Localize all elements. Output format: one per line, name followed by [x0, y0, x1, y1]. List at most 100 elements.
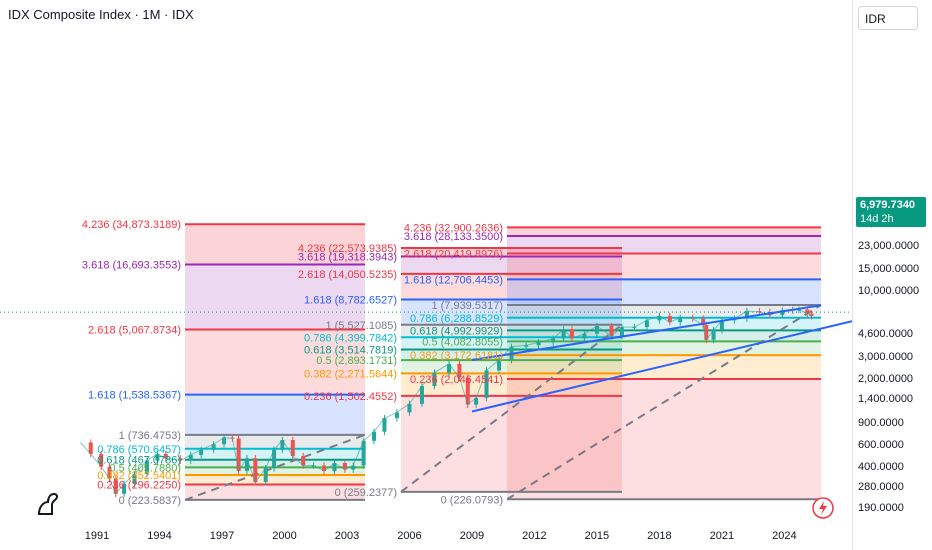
- y-tick-label: 190.0000: [858, 501, 904, 514]
- fib-level-label: 1.618 (1,538.5367): [88, 390, 181, 402]
- candle-body: [711, 330, 716, 340]
- candle-body: [301, 455, 306, 466]
- candle-body: [342, 462, 347, 470]
- y-tick-label: 400.0000: [858, 461, 904, 474]
- fib-zone: [185, 264, 365, 330]
- fib-level-label: 4.236 (22,573.9385): [298, 243, 397, 255]
- candle-body: [236, 438, 241, 471]
- candle-body: [88, 442, 93, 454]
- y-tick-label: 600.0000: [858, 439, 904, 452]
- candle-body: [780, 310, 785, 316]
- y-tick-label: 23,000.0000: [858, 239, 920, 252]
- fib-level-label: 4.236 (32,900.2636): [404, 222, 503, 234]
- upper-trendline: [471, 304, 822, 362]
- tradingview-logo-icon[interactable]: [36, 490, 62, 516]
- x-tick-label: 2018: [647, 530, 672, 542]
- fib-level-label: 3.618 (28,133.3500): [404, 231, 503, 243]
- fib-zone: [507, 379, 821, 500]
- x-tick-label: 1997: [209, 530, 235, 542]
- candle-body: [122, 483, 127, 494]
- y-tick-label: 280.0000: [858, 480, 904, 493]
- fib-trend-diagonal: [400, 324, 623, 493]
- fib-level-label: 1 (7,939.5317): [431, 300, 503, 312]
- fib-level-label: 0.618 (3,514.7819): [304, 345, 397, 357]
- candle-body: [569, 329, 574, 339]
- y-tick-label: 10,000.0000: [858, 285, 920, 298]
- price-chart[interactable]: 4.236 (34,873.3189) 3.618 (16,693.3553) 2.…: [0, 0, 852, 525]
- fib-level-label: 3.618 (16,693.3553): [82, 259, 181, 271]
- x-tick-label: 2012: [522, 530, 547, 542]
- x-tick-label: 2003: [334, 530, 360, 542]
- y-tick-label: 2,000.0000: [858, 373, 914, 386]
- candle-body: [322, 465, 327, 471]
- candle-body: [582, 333, 587, 339]
- x-tick-label: 1994: [147, 530, 172, 542]
- candle-body: [263, 468, 268, 483]
- fib-level-label: 0.382 (3,172.6181): [410, 350, 503, 362]
- y-tick-label: 3,000.0000: [858, 351, 914, 364]
- fib-level-label: 0.236 (296.2250): [97, 480, 181, 492]
- fib-zone: [401, 299, 622, 325]
- fib-level-label: 2.618 (14,050.5235): [298, 269, 397, 281]
- fib-trend-diagonal: [506, 304, 822, 501]
- candle-body: [382, 418, 387, 432]
- fib-zone: [185, 224, 365, 265]
- candle-body: [704, 325, 709, 340]
- fib-level-label: 0.618 (4,992.9929): [410, 325, 503, 337]
- x-tick-label: 2009: [459, 530, 485, 542]
- fib-level-label: 0.236 (1,502.4552): [304, 391, 397, 403]
- x-tick-label: 2021: [709, 530, 735, 542]
- fib-zone: [401, 247, 622, 257]
- fib-zone: [185, 484, 365, 500]
- x-tick-label: 2006: [397, 530, 422, 542]
- y-tick-label: 15,000.0000: [858, 263, 920, 276]
- fib-level-label: 0 (223.5837): [119, 495, 181, 507]
- candle-body: [719, 320, 724, 331]
- candle-body: [805, 309, 810, 314]
- candle-body: [744, 311, 749, 319]
- y-tick-label: 4,600.0000: [858, 327, 914, 340]
- candle-body: [432, 372, 437, 387]
- last-price-value: 6,979.7340: [860, 199, 916, 211]
- candle-body: [678, 317, 683, 323]
- candle-body: [290, 440, 295, 456]
- fib-zone: [401, 256, 622, 274]
- x-tick-label: 1991: [84, 530, 110, 542]
- fib-level-label: 0.5 (4,082.8055): [422, 336, 503, 348]
- candle-body: [211, 444, 216, 450]
- fib-level-label: 0.236 (2,046.4541): [410, 374, 503, 386]
- fib-trend-diagonal: [184, 433, 366, 501]
- candle-body: [644, 320, 649, 328]
- candle-body: [536, 342, 541, 346]
- candle-body: [351, 465, 356, 470]
- currency-selector[interactable]: IDR: [858, 6, 918, 30]
- candle-body: [144, 460, 149, 474]
- support-trendline: [471, 320, 852, 413]
- candle-body: [113, 478, 118, 494]
- candle-body: [465, 377, 470, 405]
- fib-zone: [507, 235, 821, 254]
- candle-body: [253, 458, 258, 483]
- candle-body: [188, 454, 193, 461]
- fib-level-label: 4.236 (34,873.3189): [82, 219, 181, 231]
- candle-body: [155, 453, 160, 461]
- fib-zone: [185, 394, 365, 435]
- candle-body: [244, 458, 249, 471]
- lightning-icon[interactable]: [812, 497, 834, 519]
- last-price-badge: 6,979.7340 14d 2h: [856, 197, 926, 227]
- candle-body: [474, 397, 479, 405]
- fib-level-label: 1 (5,527.1085): [325, 320, 397, 332]
- fib-zone: [507, 317, 821, 331]
- candle-body: [178, 458, 183, 461]
- fib-zone: [185, 329, 365, 395]
- fib-zone: [185, 475, 365, 485]
- candle-body: [447, 363, 452, 373]
- fib-level-label: 0.786 (570.6457): [97, 444, 181, 456]
- fib-zone: [401, 337, 622, 350]
- fib-level-label: 3.618 (19,318.3943): [298, 251, 397, 263]
- fib-zone: [401, 395, 622, 492]
- price-axis[interactable]: [852, 0, 932, 550]
- fib-level-label: 0.786 (6,288.8529): [410, 313, 503, 325]
- fib-zone: [507, 355, 821, 380]
- chart-title: IDX Composite Index · 1M · IDX: [8, 7, 194, 22]
